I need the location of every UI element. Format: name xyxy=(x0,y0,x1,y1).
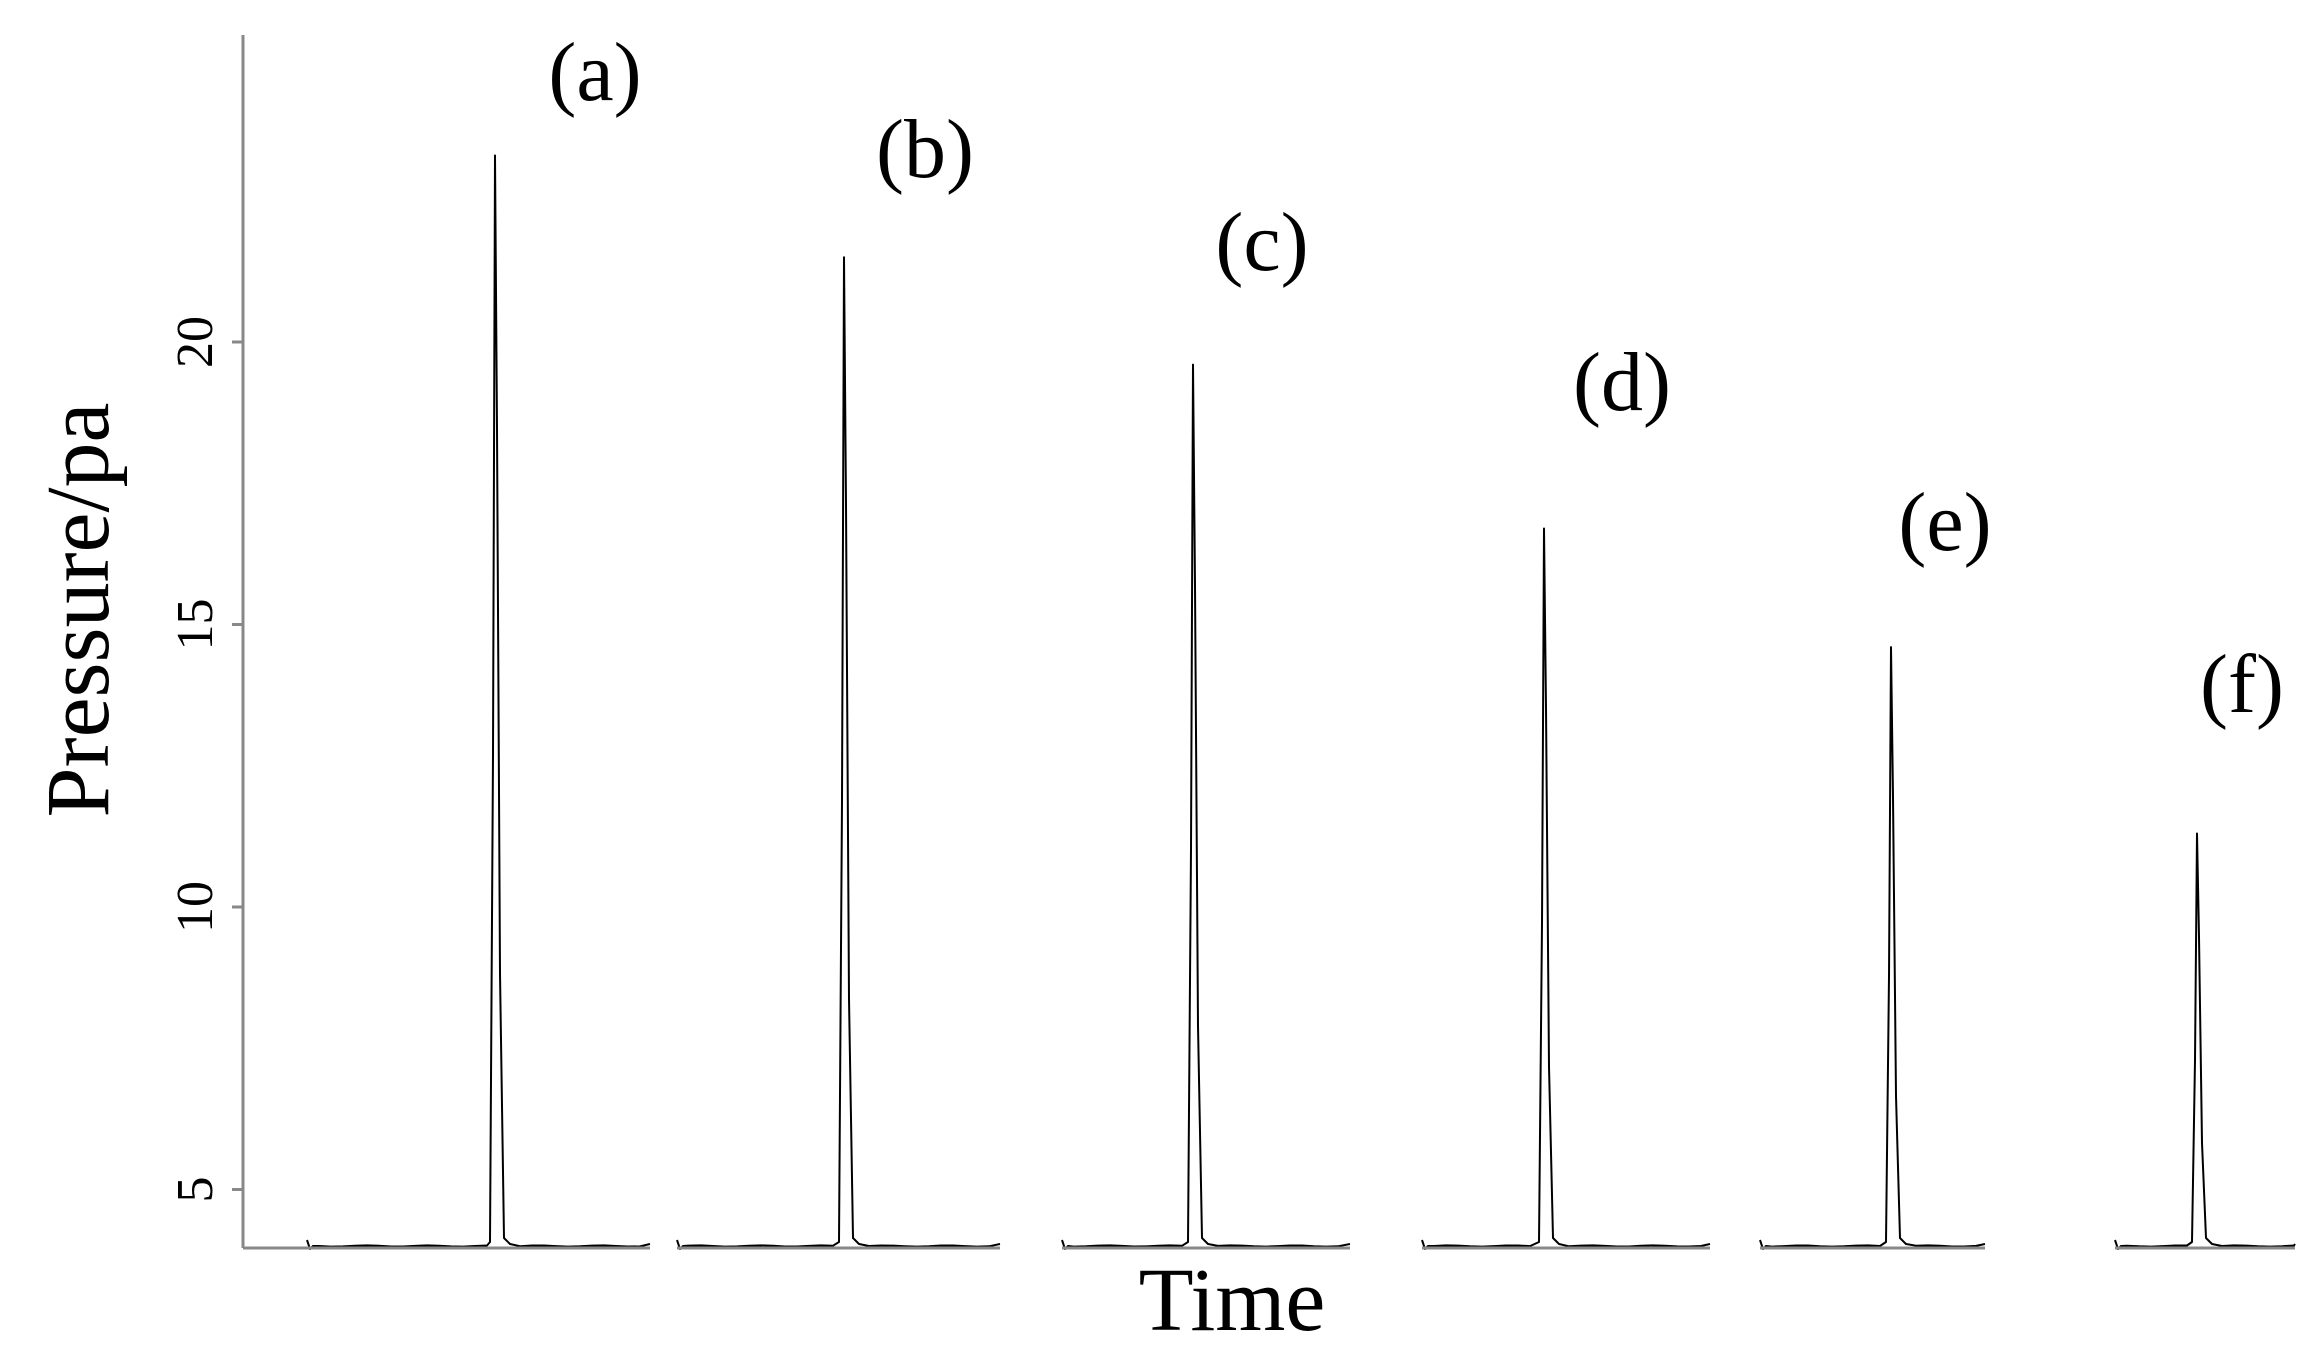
panel-label-b: (b) xyxy=(876,103,974,196)
trace-f xyxy=(2114,832,2296,1250)
y-tick-label: 10 xyxy=(167,881,224,933)
y-axis-label: Pressure/pa xyxy=(29,403,128,818)
y-tick-label: 5 xyxy=(167,1177,224,1203)
x-axis-label: Time xyxy=(1139,1251,1326,1350)
y-tick-label: 15 xyxy=(167,599,224,651)
panel-label-e: (e) xyxy=(1898,476,1991,569)
panel-label-a: (a) xyxy=(548,26,641,119)
trace-e xyxy=(1759,646,1986,1250)
trace-c xyxy=(1061,363,1351,1250)
panel-labels: (a) (b) (c) (d) (e) (f) xyxy=(548,26,2284,731)
panel-label-d: (d) xyxy=(1573,336,1671,429)
y-ticks: 5 10 15 20 xyxy=(167,316,243,1203)
panel-label-c: (c) xyxy=(1215,196,1308,289)
trace-b xyxy=(676,256,1001,1250)
y-tick-label: 20 xyxy=(167,316,224,368)
trace-a xyxy=(306,154,651,1250)
trace-d xyxy=(1421,527,1711,1250)
pressure-traces xyxy=(306,154,2296,1250)
panel-label-f: (f) xyxy=(2200,638,2284,731)
